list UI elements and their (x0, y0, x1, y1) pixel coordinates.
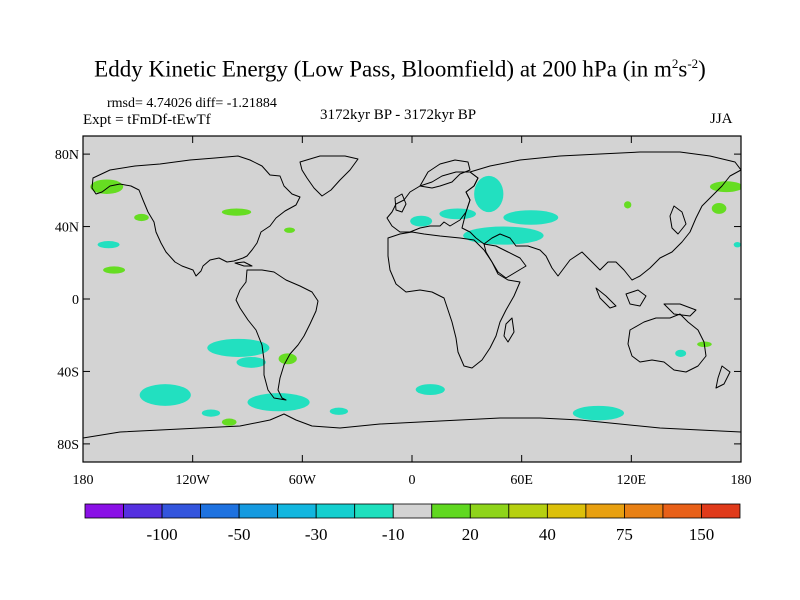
anomaly-negative-14 (503, 210, 559, 225)
colorbar-swatch-2 (161, 503, 201, 519)
colorbar-swatch-6 (315, 503, 356, 519)
x-tick-label-0: 180 (73, 473, 94, 488)
title-end: ) (698, 56, 706, 82)
anomaly-positive-4 (134, 213, 149, 222)
colorbar-swatch-1 (123, 503, 163, 519)
coast-madagascar (503, 317, 515, 343)
coast-cuba (234, 261, 253, 267)
map-background (83, 136, 741, 462)
coast-asia (461, 151, 741, 281)
colorbar-label-5: 40 (539, 525, 556, 544)
colorbar: -100 -50 -30 -10 20 40 75 150 (84, 503, 741, 544)
colorbar-swatch-3 (200, 503, 240, 519)
anomaly-negative-11 (474, 175, 504, 213)
coast-japan (669, 205, 687, 235)
coast-greenland (299, 155, 359, 197)
y-tick-label-4: 80S (57, 438, 79, 453)
colorbar-label-7: 150 (689, 525, 715, 544)
coast-new-guinea (663, 303, 697, 317)
colorbar-swatch-8 (392, 503, 433, 519)
anomaly-positive-2 (711, 203, 727, 214)
stats-label: rmsd= 4.74026 diff= -1.21884 (107, 96, 277, 111)
colorbar-swatch-4 (238, 503, 279, 519)
colorbar-swatch-0 (84, 503, 124, 519)
chart-title: Eddy Kinetic Energy (Low Pass, Bloomfiel… (0, 56, 800, 83)
y-tick-label-2: 0 (72, 293, 79, 308)
title-sup-1: 2 (671, 56, 679, 71)
anomaly-negative-15 (439, 208, 476, 220)
title-main: Eddy Kinetic Energy (Low Pass, Bloomfiel… (94, 56, 672, 82)
colorbar-swatch-9 (431, 503, 471, 519)
colorbar-swatch-14 (624, 503, 664, 519)
anomaly-negative-21 (329, 407, 349, 415)
x-tick-label-6: 180 (731, 473, 752, 488)
colorbar-swatch-5 (277, 503, 317, 519)
coast-britain (394, 193, 407, 213)
colorbar-label-4: 20 (462, 525, 479, 544)
axis-ticks: 180 120W 60W 0 60E 120E 180 80N 40N 0 40S 80S (55, 136, 752, 488)
coast-new-zealand (715, 365, 731, 389)
anomaly-negative-22 (201, 409, 221, 417)
y-tick-label-1: 40N (55, 221, 79, 236)
anomaly-positive-5 (284, 227, 296, 233)
colorbar-swatch-15 (662, 503, 702, 519)
x-tick-label-1: 120W (176, 473, 211, 488)
colorbar-swatch-10 (469, 503, 510, 519)
coastline-layer (83, 151, 741, 439)
colorbar-label-1: -50 (228, 525, 251, 544)
anomaly-negative-24 (572, 405, 625, 421)
colorbar-label-6: 75 (616, 525, 633, 544)
colorbar-label-2: -30 (305, 525, 328, 544)
anomaly-negative-16 (97, 241, 120, 249)
colorbar-label-3: -10 (382, 525, 405, 544)
coast-scandinavia (419, 159, 471, 189)
anomaly-negative-25 (675, 349, 687, 357)
season-label: JJA (710, 111, 733, 127)
colorbar-label-0: -100 (146, 525, 177, 544)
x-tick-label-5: 120E (617, 473, 647, 488)
anomaly-negative-23 (415, 384, 445, 395)
experiment-label: Expt = tFmDf-tEwTf (83, 112, 211, 128)
anomaly-layer (90, 175, 741, 426)
anomaly-positive-7 (624, 201, 632, 209)
x-tick-label-4: 60E (510, 473, 533, 488)
coast-south-america (235, 269, 319, 401)
colorbar-swatch-12 (546, 503, 587, 519)
anomaly-positive-0 (90, 179, 124, 194)
colorbar-swatch-13 (585, 503, 625, 519)
period-label: 3172kyr BP - 3172kyr BP (320, 107, 477, 123)
colorbar-swatch-7 (354, 503, 394, 519)
anomaly-positive-6 (103, 266, 126, 274)
coast-north-america (91, 155, 301, 277)
anomaly-negative-17 (207, 338, 270, 357)
colorbar-swatch-16 (701, 503, 741, 519)
anomaly-negative-19 (139, 384, 191, 406)
anomaly-negative-12 (410, 215, 433, 227)
anomaly-positive-9 (221, 418, 237, 426)
anomaly-positive-3 (221, 208, 252, 216)
y-tick-label-3: 40S (57, 365, 79, 380)
y-tick-label-0: 80N (55, 148, 79, 163)
coast-borneo (625, 289, 647, 307)
anomaly-positive-1 (709, 181, 741, 193)
coast-africa (387, 231, 521, 369)
anomaly-negative-20 (247, 393, 310, 412)
colorbar-swatch-11 (508, 503, 548, 519)
coast-antarctica (83, 413, 741, 439)
anomaly-negative-18 (236, 356, 266, 368)
coast-australia (627, 313, 707, 373)
x-tick-label-3: 0 (409, 473, 416, 488)
x-tick-label-2: 60W (289, 473, 317, 488)
coast-sumatra (595, 287, 617, 309)
title-sup-2: -2 (687, 56, 699, 71)
title-mid: s (678, 56, 688, 82)
anomaly-negative-26 (733, 241, 741, 248)
